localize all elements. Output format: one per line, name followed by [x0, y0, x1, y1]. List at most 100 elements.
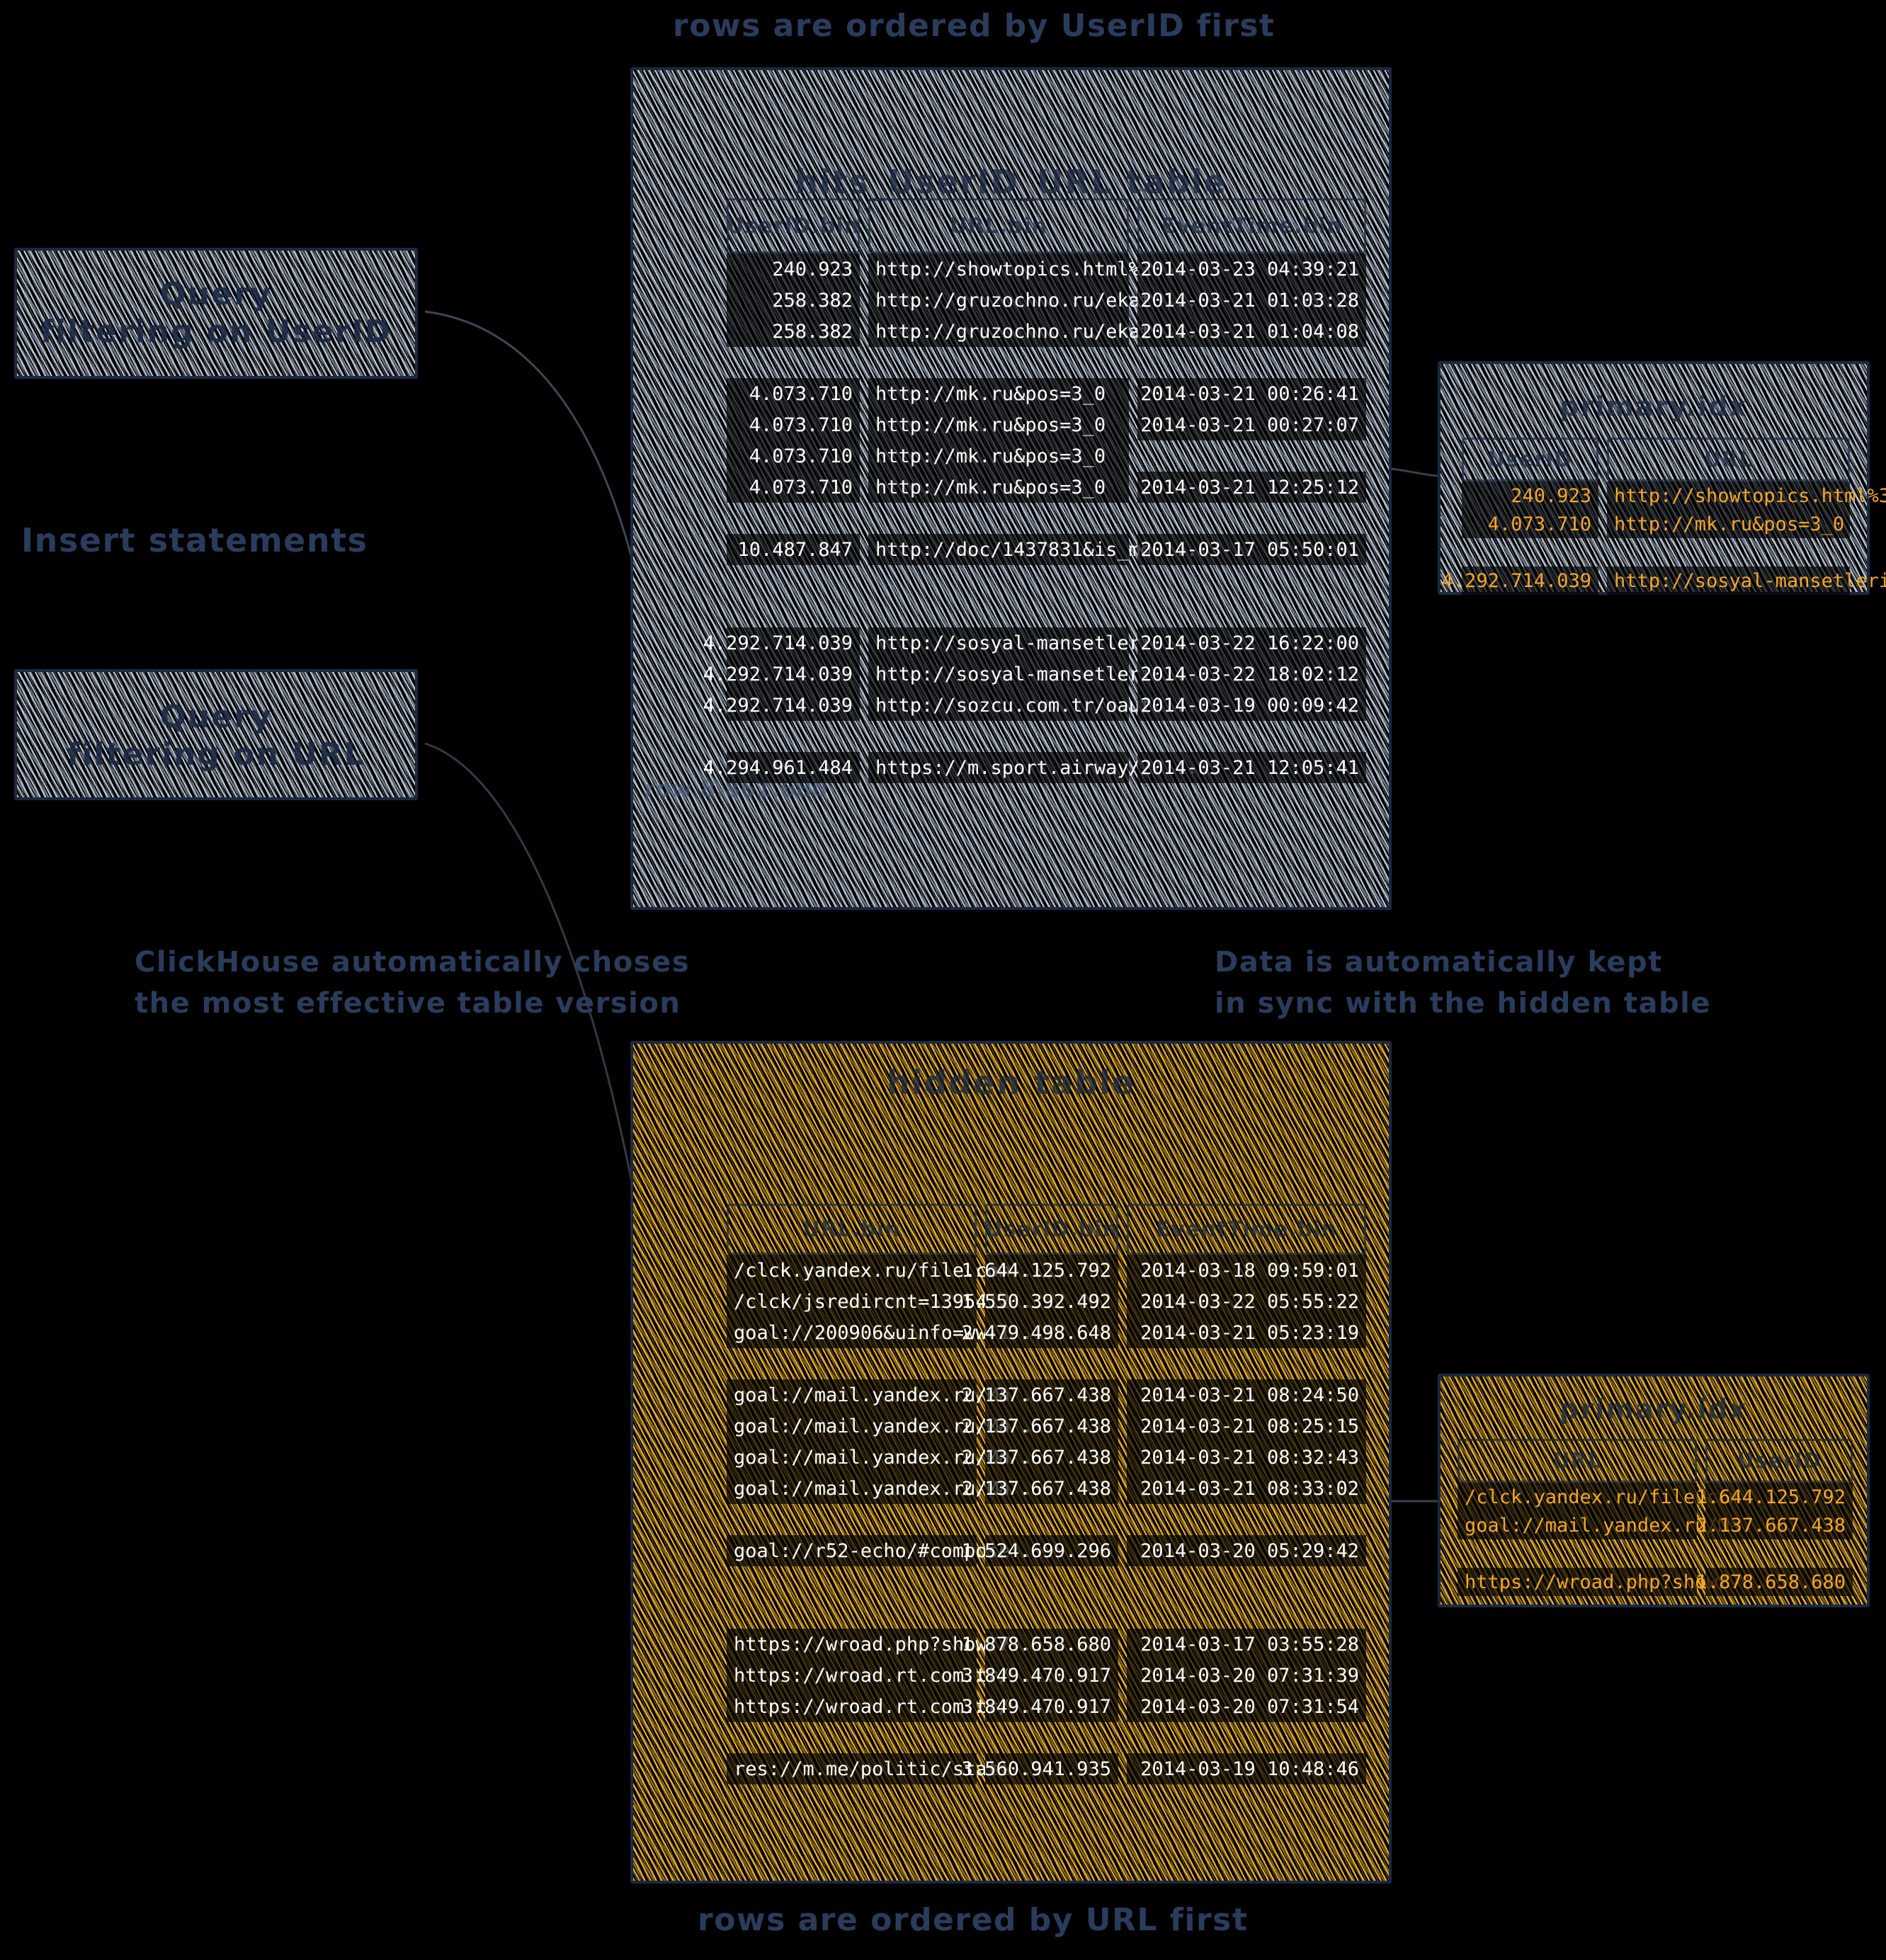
table-cell	[1705, 1596, 1853, 1624]
table-cell: 258.382	[727, 285, 860, 316]
table-cell: 258.382	[727, 316, 860, 347]
table-cell	[868, 565, 1129, 596]
table-cell: 2014-03-21 08:25:15	[1127, 1411, 1366, 1442]
table-cell: 4.073.710	[727, 378, 860, 409]
table-cell	[1137, 596, 1366, 627]
table-cell	[1705, 1539, 1853, 1568]
table-cell	[727, 1566, 977, 1597]
table-cell: 240.923	[727, 253, 860, 285]
table-cell: 2014-03-21 08:33:02	[1127, 1473, 1366, 1504]
table-cell	[1137, 503, 1366, 534]
table-cell: https://wroad.rt.com.tr/ ...	[727, 1691, 1056, 1722]
table-cell	[1462, 595, 1598, 623]
table-cell: 2014-03-20 07:31:39	[1127, 1660, 1366, 1691]
caption-top: rows are ordered by UserID first	[673, 8, 1276, 44]
table-cell: 2014-03-21 08:32:43	[1127, 1442, 1366, 1473]
table-cell: http://mk.ru&pos=3_0	[1607, 510, 1850, 538]
table-cell	[727, 347, 860, 378]
table-cell: 2014-03-17 03:55:28	[1127, 1629, 1366, 1660]
primary-idx-url-panel: primary.idx URL UserID/clck.yandex.ru/fil…	[1438, 1374, 1870, 1607]
primary-idx-userid-panel: primary.idx UserID URL 240.923 http://showt…	[1438, 361, 1886, 595]
table-cell: 2014-03-19 10:48:46	[1127, 1753, 1366, 1784]
column-header-url: URL	[1607, 438, 1850, 482]
table-cell: goal://mail.yandex.ru/Ma ...	[727, 1442, 1056, 1473]
column-header-eventtime-bin: EventTime.bin	[1127, 1204, 1366, 1255]
table-cell: 1.550.392.492	[962, 1286, 1118, 1317]
table-cell: 2.137.667.438	[962, 1379, 1118, 1411]
table-cell: 4.073.710	[727, 409, 860, 440]
table-cell	[1458, 1596, 1697, 1624]
table-cell: https://wroad.php?show/7 ...	[727, 1629, 1056, 1660]
table-cell: goal://mail.yandex.ru/Ma ...	[727, 1473, 1056, 1504]
table-cell: 1.524.699.296	[962, 1535, 1118, 1566]
table-cell: 2.137.667.438	[962, 1411, 1118, 1442]
query-box-url[interactable]: Query filtering on URL	[14, 669, 418, 800]
table-cell: 4.292.714.039	[1442, 566, 1598, 595]
table-cell: 2014-03-21 00:26:41	[1137, 378, 1366, 409]
column-header-userid: UserID	[1462, 438, 1598, 482]
table-cell: 4.073.710	[727, 440, 860, 472]
table-cell	[727, 565, 860, 596]
table-cell: 2.137.667.438	[962, 1473, 1118, 1504]
table-cell: goal://mail.yandex.ru/Ma ...	[727, 1411, 1056, 1442]
table-cell	[727, 1348, 977, 1379]
table-cell: http://sosyal-mansetleri ...	[868, 659, 1198, 690]
table-cell: 2014-03-21 12:25:12	[1137, 472, 1366, 503]
table-cell: https://m.sport.airway/? ...	[868, 752, 1198, 783]
table-cell: 2014-03-21 12:05:41	[1137, 752, 1366, 783]
table-cell	[868, 347, 1129, 378]
table-cell	[1127, 1597, 1366, 1629]
table-cell: 2.137.667.438	[962, 1442, 1118, 1473]
insert-statements-label: Insert statements	[21, 521, 368, 559]
table-cell	[1137, 347, 1366, 378]
table-cell: 4.292.714.039	[703, 690, 860, 721]
column-header-userid: UserID	[1705, 1439, 1853, 1483]
table-cell	[868, 596, 1129, 627]
query-box-userid[interactable]: Query filtering on UserID	[14, 248, 418, 379]
table-cell: 2014-03-18 09:59:01	[1127, 1255, 1366, 1286]
primary-idx-url-title: primary.idx	[1560, 1394, 1748, 1425]
hidden-table-title: hidden table	[886, 1064, 1136, 1102]
table-cell	[985, 1722, 1118, 1753]
table-cell	[727, 721, 860, 752]
table-cell: http://mk.ru&pos=3_0	[868, 472, 1129, 503]
table-cell	[1607, 538, 1850, 566]
table-cell	[727, 1504, 977, 1535]
table-cell	[868, 721, 1129, 752]
table-cell: 10.487.847	[727, 534, 860, 565]
table-cell: goal://200906&uinfo=ww-1 ...	[727, 1317, 1056, 1348]
query-box-userid-label: Query filtering on UserID	[40, 276, 392, 350]
table-cell: 2014-03-17 05:50:01	[1137, 534, 1366, 565]
hidden-table-panel: hidden table URL.bin UserID.bin EventTime.…	[630, 1041, 1392, 1884]
table-cell: https://wroad.php?show/7 ...	[1458, 1568, 1787, 1596]
table-cell	[1127, 1504, 1366, 1535]
table-cell: 2014-03-22 16:22:00	[1137, 627, 1366, 659]
table-cell: goal://mail.yandex.ru/Ma ...	[1458, 1511, 1787, 1539]
table-cell	[868, 503, 1129, 534]
table-cell: goal://r52-echo/#compose ...	[727, 1535, 1056, 1566]
table-cell: http://gruzochno.ru/ekat ...	[868, 316, 1198, 347]
table-cell	[727, 1722, 977, 1753]
table-cell	[727, 1597, 977, 1629]
table-cell	[1127, 1722, 1366, 1753]
table-cell: 2014-03-21 01:04:08	[1137, 316, 1366, 347]
table-cell	[727, 596, 860, 627]
table-cell	[985, 1504, 1118, 1535]
table-cell: 3.849.470.917	[962, 1660, 1118, 1691]
table-cell: 2014-03-20 05:29:42	[1127, 1535, 1366, 1566]
column-header-url-bin: URL.bin	[868, 198, 1129, 253]
table-cell	[1137, 565, 1366, 596]
note-clickhouse-chooses: ClickHouse automatically choses the most…	[135, 946, 690, 1020]
table-cell: /clck.yandex.ru/file.com ...	[727, 1255, 1056, 1286]
column-header-url: URL	[1458, 1439, 1697, 1483]
query-box-url-label: Query filtering on URL	[67, 699, 365, 773]
table-cell: 2014-03-21 08:24:50	[1127, 1379, 1366, 1411]
table-cell: 3.560.941.935	[962, 1753, 1118, 1784]
table-cell: 1.878.658.680	[1696, 1568, 1853, 1596]
table-cell: 2.137.667.438	[1696, 1511, 1853, 1539]
table-cell: https://wroad.rt.com.tr/ ...	[727, 1660, 1056, 1691]
hits-table-title: hits_UserID_URL table	[795, 163, 1227, 201]
table-cell: 1.878.658.680	[962, 1629, 1118, 1660]
query-box-userid-fill	[14, 248, 418, 379]
table-cell: 240.923	[1462, 482, 1598, 510]
